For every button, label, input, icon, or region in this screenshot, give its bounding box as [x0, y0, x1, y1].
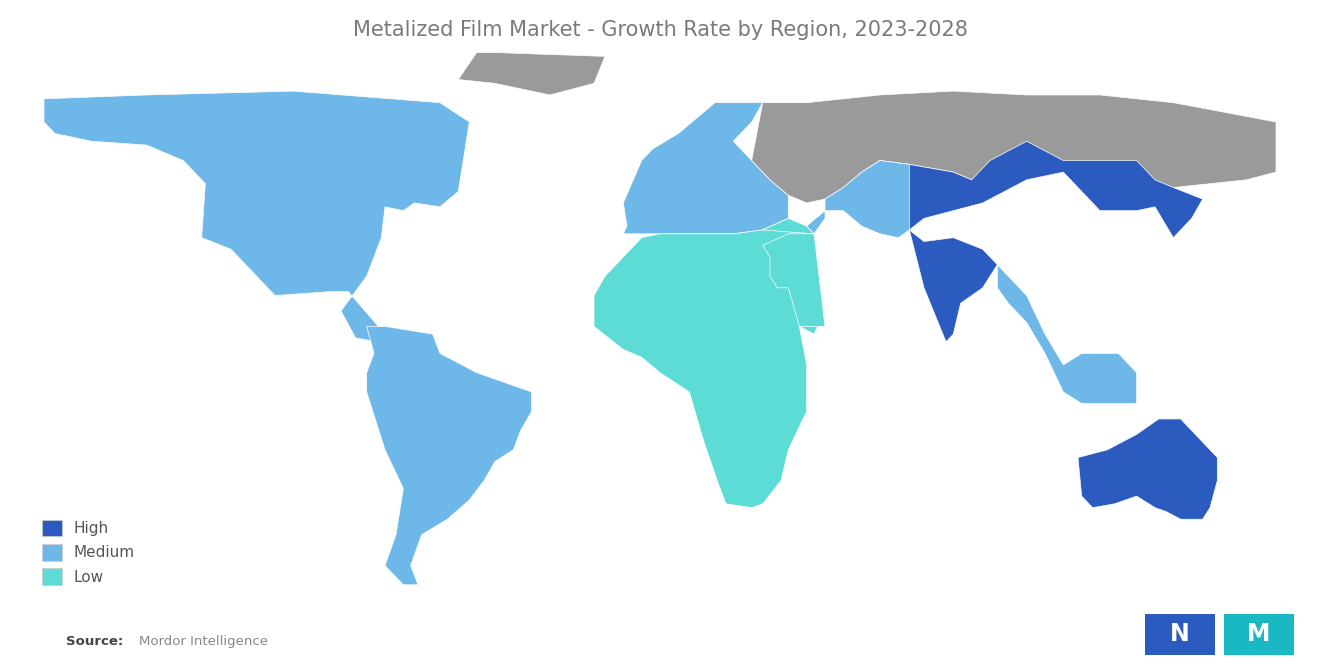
FancyBboxPatch shape — [1224, 614, 1294, 654]
Text: Metalized Film Market - Growth Rate by Region, 2023-2028: Metalized Film Market - Growth Rate by R… — [352, 20, 968, 40]
Text: N: N — [1170, 622, 1189, 646]
Polygon shape — [998, 265, 1137, 404]
Polygon shape — [751, 91, 1276, 211]
Polygon shape — [763, 218, 825, 327]
FancyBboxPatch shape — [1144, 614, 1214, 654]
Polygon shape — [807, 160, 909, 237]
Polygon shape — [909, 230, 998, 342]
Polygon shape — [594, 218, 825, 507]
Text: Source:: Source: — [66, 635, 123, 648]
Polygon shape — [1078, 419, 1217, 519]
Polygon shape — [367, 327, 532, 585]
Text: M: M — [1247, 622, 1271, 646]
Polygon shape — [862, 141, 1203, 237]
Polygon shape — [44, 91, 470, 342]
Legend: High, Medium, Low: High, Medium, Low — [34, 512, 143, 593]
Text: Mordor Intelligence: Mordor Intelligence — [139, 635, 268, 648]
Polygon shape — [623, 102, 788, 234]
Polygon shape — [458, 53, 605, 95]
